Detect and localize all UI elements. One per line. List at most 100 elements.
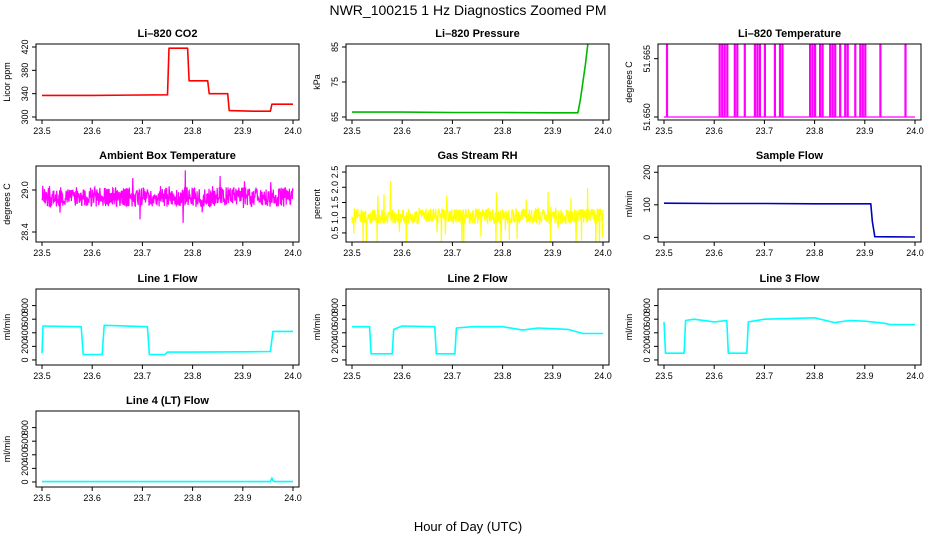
x-tick-label: 23.5 [655,371,673,381]
data-series-line [41,324,293,356]
y-tick-label: 75 [330,77,340,87]
x-tick-label: 23.5 [33,248,51,258]
x-tick-label: 23.5 [655,126,673,136]
x-tick-label: 24.0 [594,371,612,381]
figure-title: NWR_100215 1 Hz Diagnostics Zoomed PM [329,2,606,18]
x-tick-label: 23.7 [756,371,774,381]
y-axis-label: ml/min [624,314,634,341]
y-tick-label: 800 [20,420,30,435]
y-axis-label: ml/min [2,436,12,463]
y-tick-label: 600 [642,312,652,327]
x-tick-label: 23.8 [806,126,824,136]
y-tick-label: 800 [20,298,30,313]
y-axis-label: degrees C [2,183,12,225]
y-axis-label: ml/min [2,314,12,341]
panel-title: Line 1 Flow [138,273,198,285]
x-tick-label: 23.5 [33,371,51,381]
y-tick-label: 380 [20,63,30,78]
x-tick-label: 24.0 [594,126,612,136]
y-tick-label: 800 [642,298,652,313]
x-tick-label: 23.7 [134,126,152,136]
x-tick-label: 23.8 [806,248,824,258]
x-tick-label: 23.9 [544,126,562,136]
x-tick-label: 23.9 [856,371,874,381]
y-tick-label: 200 [20,461,30,476]
x-tick-label: 23.5 [343,126,361,136]
y-tick-label: 200 [642,339,652,354]
x-tick-label: 23.7 [444,371,462,381]
data-layer [352,44,589,114]
x-tick-label: 23.5 [343,371,361,381]
chart-panel-6: Sample Flow ml/min 23.5 23.6 23.7 23.8 23.9 24.… [624,150,924,258]
x-tick-label: 23.8 [494,371,512,381]
chart-panel-2: Li–820 Pressure kPa 23.5 23.6 23.7 23.8 23.9 24… [312,28,612,136]
x-tick-label: 23.9 [234,248,252,258]
y-tick-label: 600 [330,312,340,327]
y-tick-label: 51.650 [642,103,652,131]
x-tick-label: 23.7 [134,493,152,503]
data-series-line [352,325,603,355]
panel-title: Li–820 Temperature [738,28,841,40]
plot-frame [35,288,300,366]
x-tick-label: 23.7 [444,248,462,258]
x-tick-label: 23.9 [234,126,252,136]
y-tick-label: 85 [330,42,340,52]
x-tick-label: 23.8 [494,126,512,136]
data-series-line [41,170,294,223]
y-axis-label: percent [312,188,322,219]
y-tick-label: 2.0 [330,181,340,194]
panel-title: Line 2 Flow [448,273,508,285]
y-tick-label: 0 [642,235,652,240]
y-tick-label: 0 [330,357,340,362]
x-tick-label: 24.0 [906,248,924,258]
x-tick-label: 23.6 [83,126,101,136]
x-tick-label: 23.7 [134,371,152,381]
x-tick-label: 23.6 [83,248,101,258]
y-tick-label: 340 [20,86,30,101]
x-tick-label: 23.6 [705,371,723,381]
data-layer [41,170,294,223]
x-tick-label: 23.8 [806,371,824,381]
panel-title: Li–820 CO2 [138,28,198,40]
chart-panel-3: Li–820 Temperature degrees C 23.5 23.6 23.7 2… [624,28,924,136]
panel-title: Li–820 Pressure [435,28,519,40]
x-tick-label: 23.6 [83,371,101,381]
y-tick-label: 200 [330,339,340,354]
data-series-line [42,477,293,483]
data-layer [664,44,915,118]
data-layer [41,324,293,356]
x-tick-label: 23.9 [234,493,252,503]
x-tick-label: 23.6 [393,371,411,381]
x-tick-label: 23.5 [33,126,51,136]
y-tick-label: 200 [20,339,30,354]
x-tick-label: 23.6 [705,248,723,258]
x-tick-label: 23.9 [544,248,562,258]
x-tick-label: 23.6 [83,493,101,503]
panel-title: Ambient Box Temperature [99,150,236,162]
x-tick-label: 24.0 [284,493,302,503]
data-series-line [663,316,915,355]
chart-panel-4: Ambient Box Temperature degrees C 23.5 23.6… [2,150,302,258]
x-tick-label: 24.0 [906,371,924,381]
plot-frame [345,43,610,121]
data-series-line [351,181,604,242]
plot-frame [657,165,922,243]
y-tick-label: 400 [330,325,340,340]
chart-panel-10: Line 4 (LT) Flow ml/min 23.5 23.6 23.7 23.8 23… [2,395,302,503]
x-tick-label: 23.8 [184,371,202,381]
x-tick-label: 23.8 [184,248,202,258]
panel-title: Gas Stream RH [437,150,517,162]
y-tick-label: 29.0 [20,181,30,199]
chart-panel-5: Gas Stream RH percent 23.5 23.6 23.7 23.8 23.9… [312,150,612,258]
x-tick-label: 23.7 [756,248,774,258]
y-tick-label: 400 [20,325,30,340]
y-tick-label: 400 [20,447,30,462]
data-series-line [42,47,293,112]
x-tick-label: 23.8 [184,126,202,136]
data-series-line [352,44,589,114]
y-axis-label: kPa [312,74,322,90]
chart-panel-7: Line 1 Flow ml/min 23.5 23.6 23.7 23.8 23.9 24.… [2,273,302,381]
x-tick-label: 23.7 [134,248,152,258]
x-tick-label: 24.0 [284,371,302,381]
